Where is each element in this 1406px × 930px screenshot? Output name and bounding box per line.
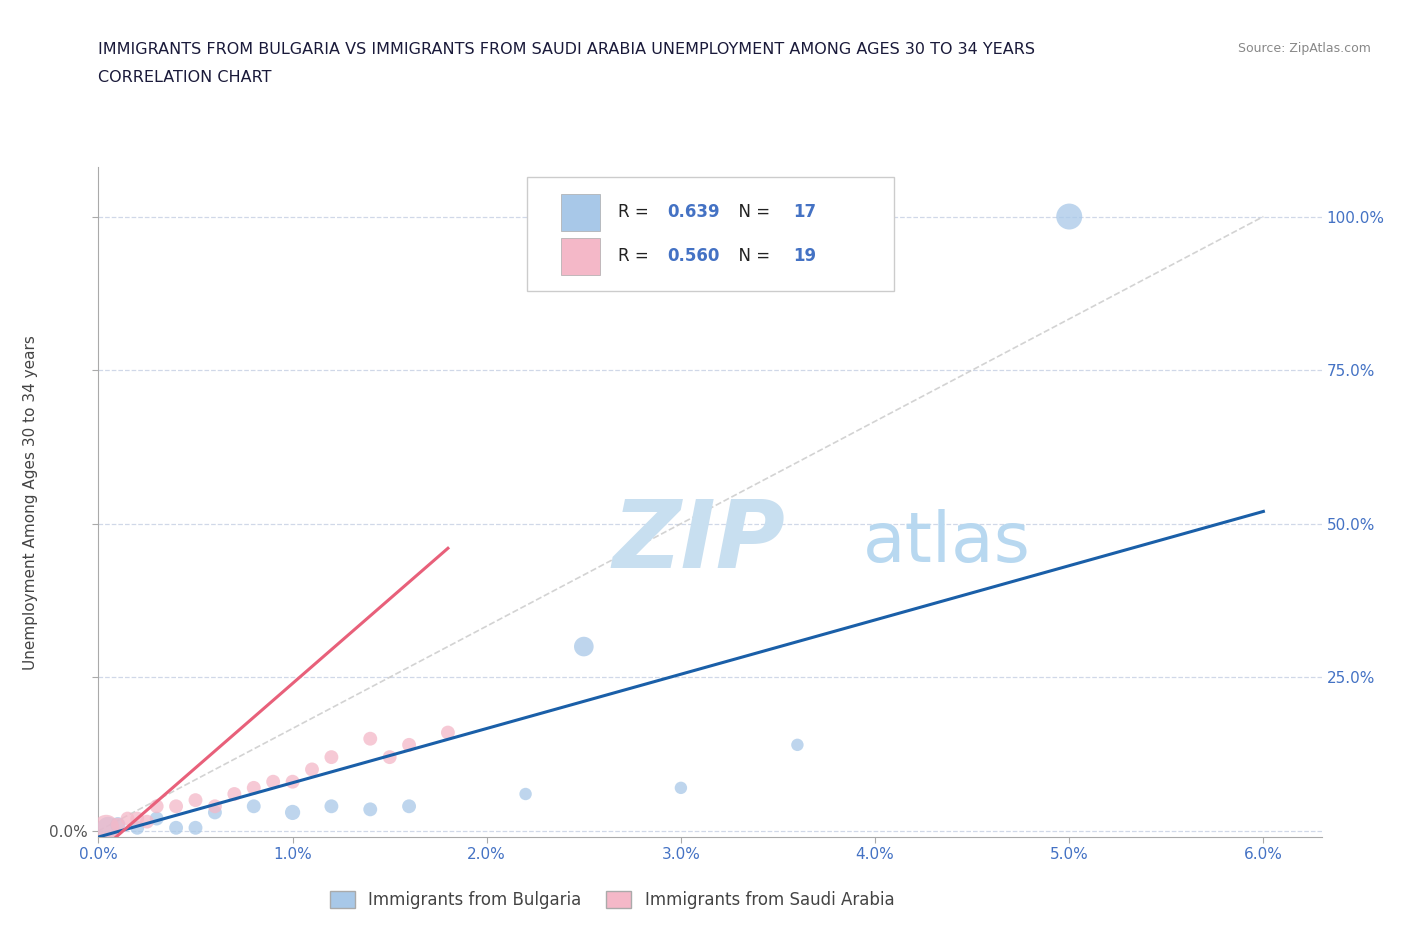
Text: R =: R = [619, 204, 654, 221]
Y-axis label: Unemployment Among Ages 30 to 34 years: Unemployment Among Ages 30 to 34 years [22, 335, 38, 670]
Text: 0.560: 0.560 [668, 247, 720, 265]
Point [117, 811, 139, 826]
Point [127, 811, 149, 826]
Point [107, 817, 129, 832]
Point [204, 805, 226, 820]
Point [242, 780, 264, 795]
Point [107, 817, 129, 832]
Point [359, 731, 381, 746]
Text: ZIP: ZIP [612, 497, 785, 589]
FancyBboxPatch shape [526, 178, 894, 291]
Point [321, 750, 343, 764]
FancyBboxPatch shape [561, 238, 600, 275]
Point [669, 780, 692, 795]
Point [437, 725, 460, 740]
Point [97, 820, 120, 835]
Text: 19: 19 [793, 247, 817, 265]
Point [242, 799, 264, 814]
Text: N =: N = [728, 204, 776, 221]
Point [281, 805, 304, 820]
Point [301, 762, 323, 777]
Point [96, 820, 118, 835]
Text: CORRELATION CHART: CORRELATION CHART [98, 70, 271, 85]
Point [165, 820, 187, 835]
Text: N =: N = [728, 247, 776, 265]
Point [127, 820, 149, 835]
Point [398, 737, 420, 752]
Point [378, 750, 401, 764]
Point [184, 820, 207, 835]
Point [321, 799, 343, 814]
Text: R =: R = [619, 247, 654, 265]
Text: 0.639: 0.639 [668, 204, 720, 221]
Point [224, 787, 246, 802]
Point [1057, 209, 1080, 224]
Point [204, 799, 226, 814]
Point [165, 799, 187, 814]
Point [184, 792, 207, 807]
Point [281, 775, 304, 790]
Text: Source: ZipAtlas.com: Source: ZipAtlas.com [1237, 42, 1371, 55]
Point [515, 787, 537, 802]
Point [398, 799, 420, 814]
Point [359, 802, 381, 817]
Text: IMMIGRANTS FROM BULGARIA VS IMMIGRANTS FROM SAUDI ARABIA UNEMPLOYMENT AMONG AGES: IMMIGRANTS FROM BULGARIA VS IMMIGRANTS F… [98, 42, 1035, 57]
Text: 17: 17 [793, 204, 817, 221]
Point [145, 811, 167, 826]
Legend: Immigrants from Bulgaria, Immigrants from Saudi Arabia: Immigrants from Bulgaria, Immigrants fro… [323, 884, 901, 916]
Point [136, 814, 159, 829]
Text: atlas: atlas [863, 509, 1031, 576]
Point [786, 737, 808, 752]
Point [145, 799, 167, 814]
FancyBboxPatch shape [561, 193, 600, 231]
Point [262, 775, 284, 790]
Point [572, 639, 595, 654]
